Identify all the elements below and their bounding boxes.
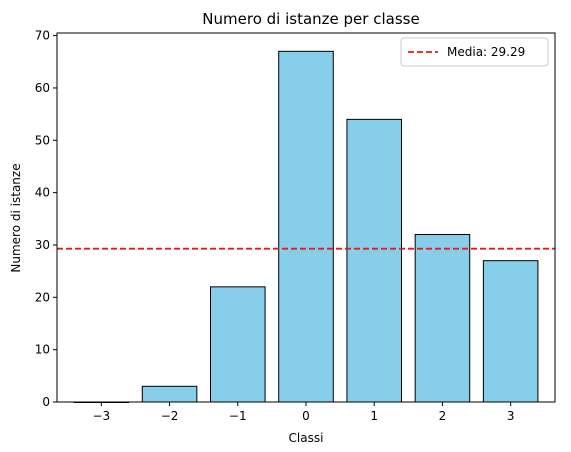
bar-3 bbox=[482, 260, 539, 403]
x-tick-label: 1 bbox=[370, 409, 378, 423]
legend-mean-label: Media: 29.29 bbox=[447, 45, 525, 59]
y-tick-label: 20 bbox=[35, 290, 50, 304]
chart-title: Numero di istanze per classe bbox=[202, 10, 419, 28]
x-tick-label: −2 bbox=[161, 409, 179, 423]
y-axis-ticks: 0 10 20 30 40 50 60 70 bbox=[35, 29, 57, 409]
x-tick-label: 0 bbox=[302, 409, 310, 423]
x-tick-label: −1 bbox=[229, 409, 247, 423]
x-axis-ticks: −3 −2 −1 0 1 2 3 bbox=[92, 402, 514, 423]
x-tick-label: −3 bbox=[92, 409, 110, 423]
bar-1 bbox=[346, 118, 403, 403]
y-tick-label: 70 bbox=[35, 29, 50, 43]
bar-0 bbox=[278, 50, 334, 403]
y-tick-label: 30 bbox=[35, 238, 50, 252]
bar--1 bbox=[209, 286, 266, 403]
y-axis-label: Numero di istanze bbox=[9, 163, 23, 272]
y-tick-label: 60 bbox=[35, 81, 50, 95]
x-tick-label: 2 bbox=[439, 409, 447, 423]
y-tick-label: 40 bbox=[35, 186, 50, 200]
x-axis-label: Classi bbox=[289, 431, 324, 445]
y-tick-label: 50 bbox=[35, 133, 50, 147]
x-tick-label: 3 bbox=[507, 409, 515, 423]
bar--2 bbox=[141, 385, 198, 403]
bar-2 bbox=[414, 234, 471, 403]
y-tick-label: 0 bbox=[42, 395, 50, 409]
legend: Media: 29.29 bbox=[400, 37, 549, 67]
bars-group bbox=[73, 50, 539, 403]
y-tick-label: 10 bbox=[35, 343, 50, 357]
legend-box bbox=[400, 37, 549, 67]
